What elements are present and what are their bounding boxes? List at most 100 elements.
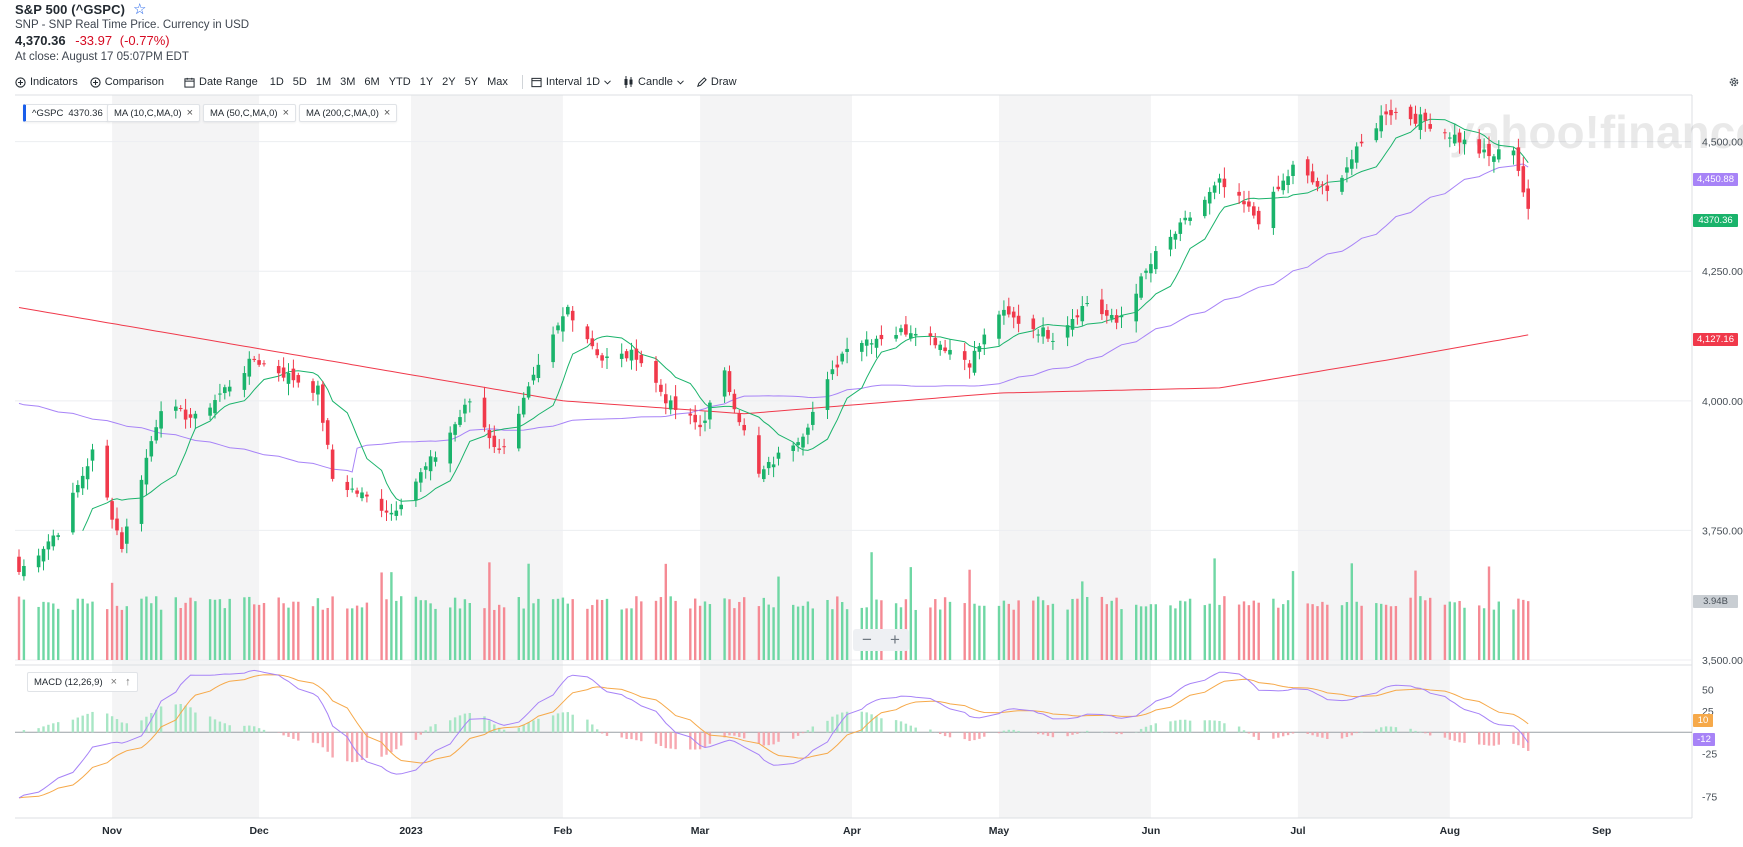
- macd-histogram-bar: [115, 719, 119, 733]
- volume-bar: [1188, 598, 1192, 660]
- legend-tag-gspc[interactable]: ^GSPC 4370.36: [23, 104, 110, 122]
- close-icon[interactable]: ×: [282, 107, 290, 119]
- candle-body: [1144, 270, 1148, 273]
- candle-body: [1315, 180, 1320, 187]
- macd-histogram-bar: [963, 732, 966, 740]
- comparison-button[interactable]: Comparison: [90, 76, 164, 88]
- chart-type-dropdown[interactable]: Candle: [623, 76, 684, 88]
- arrow-up-icon[interactable]: ↑: [125, 676, 131, 688]
- star-icon[interactable]: ☆: [133, 1, 147, 18]
- macd-histogram-bar: [395, 732, 398, 750]
- legend-tag-ma50[interactable]: MA (50,C,MA,0) ×: [203, 104, 297, 122]
- candle-body: [933, 337, 938, 346]
- candle-body: [1305, 159, 1310, 176]
- close-icon[interactable]: ×: [110, 676, 118, 688]
- macd-histogram-bar: [1497, 732, 1500, 745]
- candle-body: [566, 306, 570, 315]
- indicators-button[interactable]: Indicators: [15, 76, 78, 88]
- legend-tag-ma200[interactable]: MA (200,C,MA,0) ×: [299, 104, 398, 122]
- candle-body: [771, 464, 776, 468]
- volume-bar: [978, 605, 981, 660]
- macd-histogram-bar: [767, 732, 770, 746]
- zoom-out-button[interactable]: −: [862, 630, 872, 649]
- candle-body: [1379, 115, 1383, 132]
- candle-body: [1374, 128, 1379, 141]
- macd-histogram-bar: [223, 723, 226, 733]
- macd-histogram-bar: [997, 732, 1001, 734]
- candle-body: [1291, 164, 1295, 176]
- range-3m[interactable]: 3M: [340, 76, 356, 88]
- volume-bar: [1257, 602, 1260, 660]
- macd-histogram-bar: [287, 732, 290, 737]
- macd-histogram-bar: [1046, 732, 1050, 737]
- volume-bar: [596, 599, 599, 660]
- interval-dropdown[interactable]: Interval 1D: [531, 76, 611, 88]
- range-5d[interactable]: 5D: [292, 76, 307, 88]
- macd-histogram-bar: [498, 727, 501, 733]
- candle-body: [526, 386, 531, 398]
- candle-body: [1526, 188, 1530, 209]
- candle-body: [1051, 340, 1055, 342]
- draw-button[interactable]: Draw: [696, 76, 737, 88]
- macd-histogram-bar: [1208, 720, 1211, 733]
- macd-histogram-bar: [757, 732, 761, 744]
- range-max[interactable]: Max: [487, 76, 508, 88]
- candle-body: [1384, 111, 1388, 115]
- candle-body: [693, 414, 697, 423]
- candle-body: [1413, 113, 1418, 124]
- macd-histogram-bar: [551, 715, 555, 733]
- candle-body: [453, 424, 457, 435]
- close-icon[interactable]: ×: [383, 107, 391, 119]
- volume-bar: [836, 596, 839, 660]
- volume-bar: [140, 598, 143, 660]
- volume-bar: [600, 599, 604, 660]
- volume-bar: [1360, 605, 1363, 660]
- close-icon[interactable]: ×: [186, 107, 194, 119]
- volume-bar: [1174, 608, 1177, 660]
- macd-histogram-bar: [1237, 726, 1241, 733]
- macd-histogram-bar: [968, 732, 971, 741]
- range-1y[interactable]: 1Y: [419, 76, 434, 88]
- candle-body: [1516, 147, 1521, 171]
- range-5y[interactable]: 5Y: [464, 76, 479, 88]
- candle-body: [551, 334, 555, 363]
- candle-body: [1002, 309, 1006, 316]
- candle-body: [389, 512, 394, 515]
- date-range-button[interactable]: Date Range: [184, 76, 258, 88]
- legend-tag-macd[interactable]: MACD (12,26,9) × ↑: [27, 672, 138, 692]
- range-ytd[interactable]: YTD: [388, 76, 411, 88]
- volume-bar: [772, 607, 775, 660]
- macd-histogram-bar: [733, 732, 736, 736]
- volume-bar: [292, 601, 295, 660]
- zoom-in-button[interactable]: +: [890, 630, 900, 649]
- candle-body: [585, 326, 590, 340]
- volume-bar: [449, 607, 452, 660]
- candle-body: [1114, 315, 1119, 323]
- gear-icon[interactable]: [1728, 76, 1740, 88]
- legend-tag-ma10[interactable]: MA (10,C,MA,0) ×: [107, 104, 201, 122]
- macd-histogram-bar: [1517, 732, 1520, 746]
- candle-body: [1119, 315, 1124, 318]
- range-6m[interactable]: 6M: [364, 76, 380, 88]
- symbol-title: S&P 500 (^GSPC): [15, 2, 126, 17]
- candle-body: [1031, 318, 1036, 330]
- macd-histogram-bar: [1522, 732, 1525, 748]
- macd-histogram-bar: [1384, 726, 1388, 733]
- volume-bar: [630, 608, 633, 660]
- volume-bar: [1512, 609, 1515, 660]
- macd-histogram-bar: [1306, 732, 1309, 734]
- volume-bar: [463, 599, 467, 660]
- macd-histogram-bar: [1482, 732, 1486, 745]
- macd-histogram-bar: [37, 728, 40, 733]
- volume-bar: [527, 563, 530, 660]
- volume-bar: [57, 608, 60, 660]
- range-2y[interactable]: 2Y: [442, 76, 456, 88]
- candle-body: [840, 353, 844, 362]
- range-1d[interactable]: 1D: [269, 76, 284, 88]
- volume-bar: [458, 608, 462, 660]
- range-1m[interactable]: 1M: [315, 76, 332, 88]
- volume-bar: [429, 603, 432, 660]
- candle-body: [423, 466, 428, 470]
- macd-histogram-bar: [453, 717, 457, 733]
